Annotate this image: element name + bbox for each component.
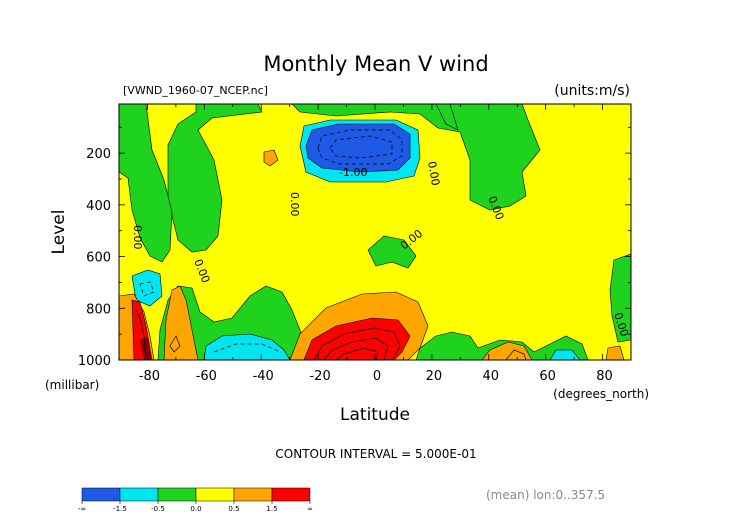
x-tick-label: 0 — [373, 369, 381, 384]
colorbar-label: -1.5 — [113, 505, 127, 513]
colorbar-swatch — [81, 487, 121, 502]
colorbar-label: -∞ — [78, 505, 86, 513]
colorbar-swatch — [271, 487, 311, 502]
contour-fill-orange — [605, 345, 625, 360]
contour-fill-green — [291, 104, 541, 211]
contour-fill-red — [140, 336, 152, 360]
contour-fill-orange — [481, 341, 533, 360]
footnote: (mean) lon:0..357.5 — [486, 488, 605, 502]
x-tick-label: -60 — [196, 369, 217, 384]
y-axis-units: (millibar) — [45, 378, 99, 392]
negative-contour-lines — [139, 129, 403, 353]
colorbar: -∞ -1.5 -0.5 0.0 0.5 1.5 ∞ — [78, 487, 313, 513]
x-axis-units: (degrees_north) — [553, 387, 649, 401]
x-tick-label: 20 — [426, 369, 443, 384]
x-axis: -80 -60 -40 -20 0 20 40 60 80 — [118, 104, 632, 384]
y-tick-label: 200 — [86, 147, 111, 162]
colorbar-swatch — [195, 487, 235, 502]
contour-fill-cyan — [203, 333, 291, 360]
colorbar-label: 0.0 — [190, 505, 201, 513]
contour-interval-label: CONTOUR INTERVAL = 5.000E-01 — [275, 447, 476, 461]
colorbar-label: 1.5 — [266, 505, 277, 513]
colorbar-label: 0.5 — [228, 505, 239, 513]
colorbar-label: ∞ — [307, 505, 313, 513]
file-label: [VWND_1960-07_NCEP.nc] — [123, 84, 268, 97]
contour-fill-red — [303, 317, 411, 360]
contour-fill-green — [609, 253, 631, 343]
x-tick-label: 80 — [596, 369, 613, 384]
units-label: (units:m/s) — [554, 83, 630, 99]
contour-plot — [119, 104, 631, 360]
x-tick-label: -20 — [309, 369, 330, 384]
contour-fill-green — [367, 235, 417, 269]
colorbar-swatch — [233, 487, 273, 502]
x-tick-label: 40 — [483, 369, 500, 384]
y-axis: 200 400 600 800 1000 — [78, 126, 631, 369]
x-axis-title: Latitude — [340, 405, 410, 425]
colorbar-swatch — [119, 487, 159, 502]
y-axis-title: Level — [49, 210, 69, 255]
contour-fill-cyan — [549, 349, 581, 360]
y-tick-label: 800 — [86, 302, 111, 317]
positive-contour-lines — [135, 309, 527, 360]
colorbar-label: -0.5 — [151, 505, 165, 513]
y-tick-label: 600 — [86, 251, 111, 266]
colorbar-swatch — [157, 487, 197, 502]
contour-label: 0.00 — [425, 160, 442, 186]
y-tick-label: 400 — [86, 199, 111, 214]
x-tick-label: 60 — [539, 369, 556, 384]
contour-label: -1.00 — [339, 166, 367, 179]
chart-title: Monthly Mean V wind — [263, 52, 488, 76]
contour-fill-green — [435, 104, 459, 131]
contour-fill-green — [119, 104, 263, 253]
y-tick-label: 1000 — [78, 354, 111, 369]
contour-label: 0.00 — [288, 192, 301, 217]
x-tick-label: -80 — [139, 369, 160, 384]
x-tick-label: -40 — [253, 369, 274, 384]
contour-fill-orange — [263, 149, 279, 167]
contour-label: 0.00 — [131, 225, 144, 250]
contour-fill-green — [119, 104, 173, 263]
contour-fill-blue — [305, 123, 411, 173]
